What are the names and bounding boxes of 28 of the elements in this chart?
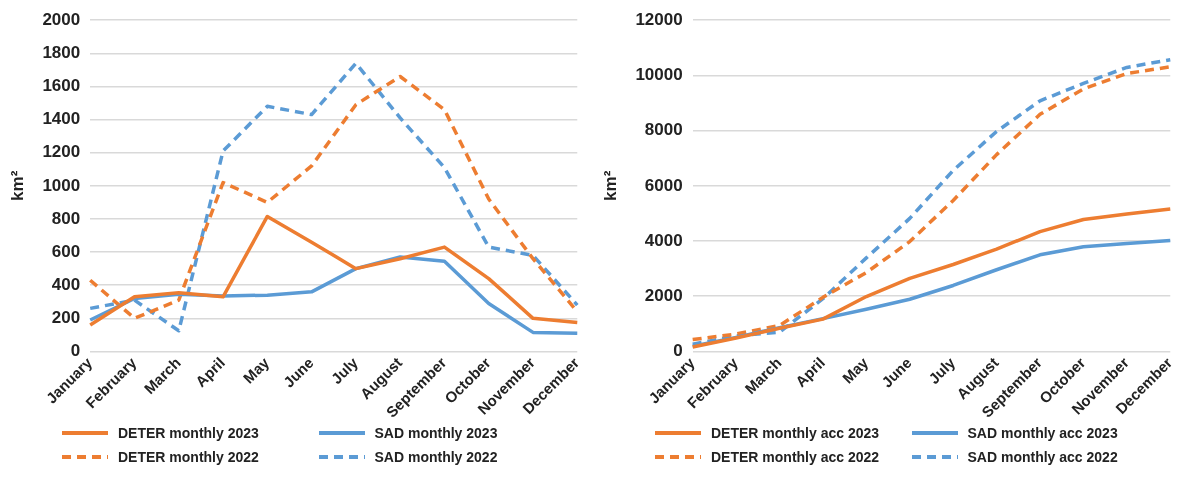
y-axis-title: km² [600,170,620,201]
legend-label: SAD monthly acc 2022 [967,449,1118,465]
y-axis-title: km² [7,170,27,201]
y-tick-label: 1000 [42,175,81,195]
y-tick-label: 1200 [42,142,81,162]
y-tick-label: 6000 [644,175,683,195]
y-tick-label: 600 [51,241,81,261]
legend-label: DETER monthly 2023 [118,425,259,441]
legend-label: SAD monthly 2022 [374,449,498,465]
legend-label: DETER monthly acc 2023 [711,425,880,441]
y-tick-label: 8000 [644,120,683,140]
y-tick-label: 1600 [42,76,81,96]
y-tick-label: 0 [70,341,81,361]
y-tick-label: 800 [51,208,81,228]
y-tick-label: 400 [51,274,81,294]
y-tick-label: 2000 [42,9,81,29]
y-tick-label: 10000 [635,65,683,85]
y-tick-label: 12000 [635,9,683,29]
legend-label: DETER monthly acc 2022 [711,449,880,465]
legend-label: DETER monthly 2022 [118,449,259,465]
y-tick-label: 200 [51,308,81,328]
y-tick-label: 2000 [644,285,683,305]
y-tick-label: 0 [673,341,683,361]
legend-label: SAD monthly acc 2023 [967,425,1118,441]
y-tick-label: 1800 [42,43,81,63]
y-tick-label: 1400 [42,109,81,129]
legend-label: SAD monthly 2023 [374,425,498,441]
y-tick-label: 4000 [644,230,683,250]
